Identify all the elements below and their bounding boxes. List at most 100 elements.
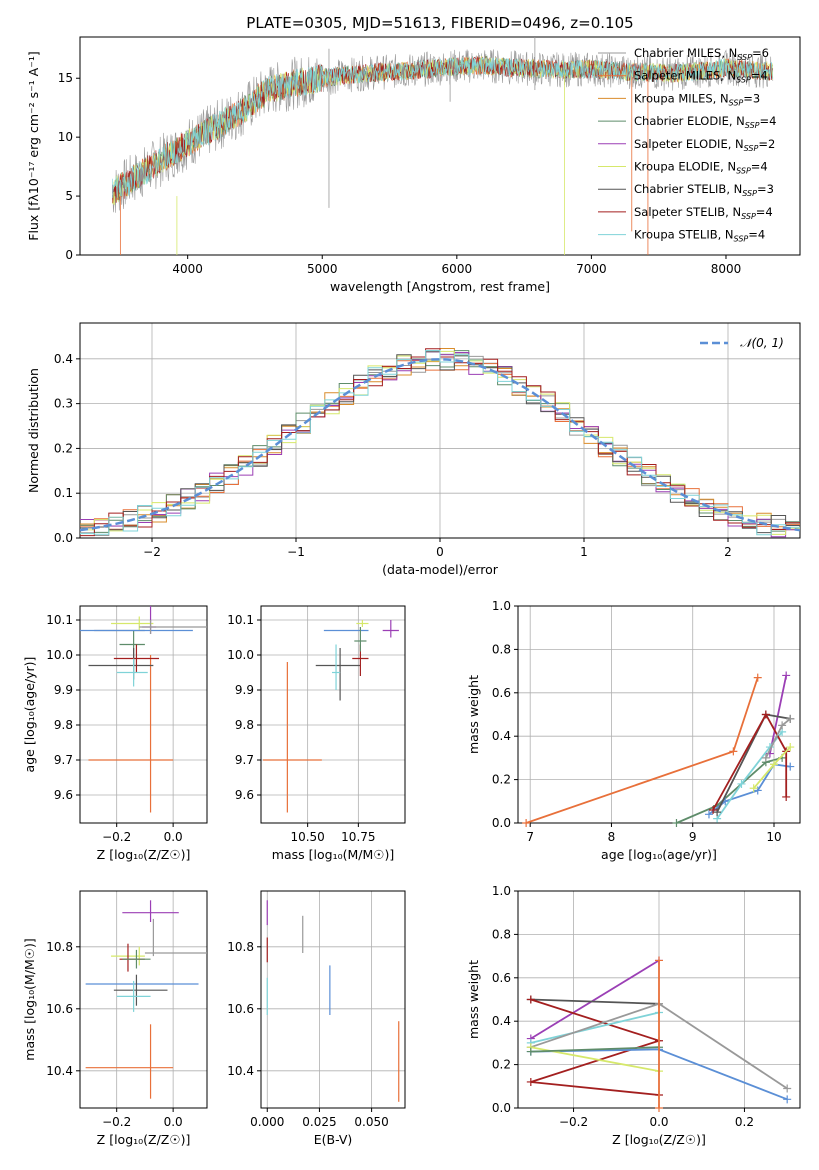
y-tick-label: 10.6 — [227, 1002, 254, 1016]
point-marker — [761, 753, 770, 762]
point-marker — [737, 779, 746, 788]
legend-entry: Kroupa STELIB, NSSP=4 — [634, 228, 765, 244]
y-tick-label: 9.9 — [54, 683, 73, 697]
x-axis-label: Z [log₁₀(Z/Z☉)] — [97, 1132, 191, 1147]
y-tick-label: 10.4 — [46, 1064, 73, 1078]
x-tick-label: 8 — [608, 830, 616, 844]
x-tick-label: 6000 — [442, 262, 473, 276]
y-tick-label: 10 — [58, 130, 73, 144]
y-tick-label: 0.8 — [492, 927, 511, 941]
y-tick-label: 0.4 — [492, 1014, 511, 1028]
y-tick-label: 10.1 — [46, 613, 73, 627]
gaussian-curve — [80, 358, 800, 532]
x-tick-label: 7000 — [576, 262, 607, 276]
spectrum-panel: 4000 5000 6000 7000 8000 0 5 10 15 wavelength [An… — [26, 36, 801, 294]
mass-vs-ebv-panel: 0.000 0.025 0.050 10.4 10.6 10.8 E(B-V) — [227, 890, 406, 1147]
series-line — [530, 998, 660, 1005]
x-tick-label: 10 — [766, 830, 781, 844]
axes-frame — [79, 890, 208, 1109]
y-tick-label: 0.1 — [54, 486, 73, 500]
point-marker — [761, 710, 770, 719]
x-tick-label: 1 — [580, 545, 588, 559]
y-tick-label: 0.4 — [492, 729, 511, 743]
y-axis-label: mass weight — [466, 675, 481, 754]
y-tick-label: 10.4 — [227, 1064, 254, 1078]
x-tick-label: 5000 — [307, 262, 338, 276]
point-marker — [753, 673, 762, 682]
point-marker — [526, 1077, 535, 1086]
y-tick-label: 9.8 — [54, 718, 73, 732]
legend-entry: Chabrier STELIB, NSSP=3 — [634, 182, 774, 198]
point-marker — [655, 956, 663, 965]
mass-weight-vs-age-panel: 7 8 9 10 0.0 0.2 0.4 0.6 0.8 1.0 age [log₁₀(age/yr… — [466, 599, 801, 862]
x-tick-label: −0.2 — [102, 1115, 131, 1129]
legend-entry: Kroupa ELODIE, NSSP=4 — [634, 160, 768, 176]
y-tick-label: 1.0 — [492, 884, 511, 898]
x-axis-label: age [log₁₀(age/yr)] — [601, 847, 717, 862]
mass-weight-vs-z-panel: −0.2 0.0 0.2 0.0 0.2 0.4 0.6 0.8 1.0 Z [log₁₀(Z/Z… — [466, 884, 801, 1147]
x-tick-label: 7 — [526, 830, 534, 844]
y-tick-label: 9.7 — [235, 753, 254, 767]
point-marker — [786, 762, 795, 771]
legend-entry: 𝒩(0, 1) — [740, 336, 784, 350]
point-marker — [786, 743, 795, 752]
y-tick-label: 0.6 — [492, 971, 511, 985]
x-tick-label: −0.2 — [102, 830, 131, 844]
x-tick-label: 2 — [724, 545, 732, 559]
spectrum-line-kroupa-stelib — [112, 57, 774, 199]
mass-vs-z-panel: −0.2 0.0 10.4 10.6 10.8 Z [log₁₀(Z/Z☉)] mass [… — [22, 890, 208, 1147]
point-marker — [783, 1084, 792, 1093]
point-marker — [749, 784, 758, 793]
histogram-kroupa-stelib — [80, 350, 800, 536]
y-tick-label: 9.7 — [54, 753, 73, 767]
x-tick-label: 0.2 — [735, 1115, 754, 1129]
x-tick-label: 0 — [436, 545, 444, 559]
y-tick-label: 9.8 — [235, 718, 254, 732]
y-tick-label: 0.0 — [492, 1101, 511, 1115]
y-tick-label: 0.2 — [492, 1058, 511, 1072]
point-marker — [778, 721, 787, 730]
x-tick-label: −0.2 — [559, 1115, 588, 1129]
y-tick-label: 0.2 — [54, 441, 73, 455]
point-marker — [782, 792, 791, 801]
y-tick-label: 10.8 — [227, 940, 254, 954]
x-tick-label: 0.000 — [250, 1115, 284, 1129]
series-line — [530, 1046, 660, 1053]
y-tick-label: 1.0 — [492, 599, 511, 613]
x-tick-label: 0.0 — [164, 1115, 183, 1129]
figure-title: PLATE=0305, MJD=51613, FIBERID=0496, z=0… — [246, 14, 633, 32]
x-axis-label: wavelength [Angstrom, rest frame] — [330, 279, 550, 294]
legend-entry: Kroupa MILES, NSSP=3 — [634, 91, 760, 107]
y-tick-label: 0.0 — [492, 816, 511, 830]
y-axis-label: mass [log₁₀(M/M☉)] — [22, 938, 37, 1060]
point-marker — [672, 819, 681, 827]
point-marker — [704, 810, 713, 819]
y-tick-label: 0.0 — [54, 531, 73, 545]
axes-frame — [79, 36, 801, 256]
age-vs-z-panel: −0.2 0.0 9.6 9.7 9.8 9.9 10.0 10.1 Z [log₁₀(Z/Z☉… — [22, 605, 208, 862]
x-axis-label: Z [log₁₀(Z/Z☉)] — [97, 847, 191, 862]
point-marker — [753, 786, 762, 795]
spectrum-line-salpeter-stelib — [112, 56, 774, 204]
x-axis-label: (data-model)/error — [382, 562, 499, 577]
point-marker — [769, 760, 778, 769]
age-vs-mass-panel: 10.50 10.75 9.6 9.7 9.8 9.9 10.0 10.1 mass [log₁… — [227, 605, 406, 862]
point-marker — [526, 995, 535, 1004]
y-tick-label: 15 — [58, 71, 73, 85]
y-tick-label: 0.2 — [492, 773, 511, 787]
y-tick-label: 10.0 — [46, 648, 73, 662]
series-line — [530, 998, 662, 1096]
y-tick-label: 0.3 — [54, 397, 73, 411]
point-marker — [709, 805, 718, 814]
x-axis-label: Z [log₁₀(Z/Z☉)] — [612, 1132, 706, 1147]
y-axis-label: Normed distribution — [26, 368, 41, 493]
point-marker — [729, 747, 738, 756]
x-tick-label: 10.50 — [290, 830, 324, 844]
y-tick-label: 10.6 — [46, 1002, 73, 1016]
y-tick-label: 10.0 — [227, 648, 254, 662]
x-axis-label: E(B-V) — [314, 1132, 353, 1147]
x-tick-label: 0.050 — [354, 1115, 388, 1129]
y-tick-label: 5 — [65, 189, 73, 203]
series-line — [708, 763, 791, 816]
